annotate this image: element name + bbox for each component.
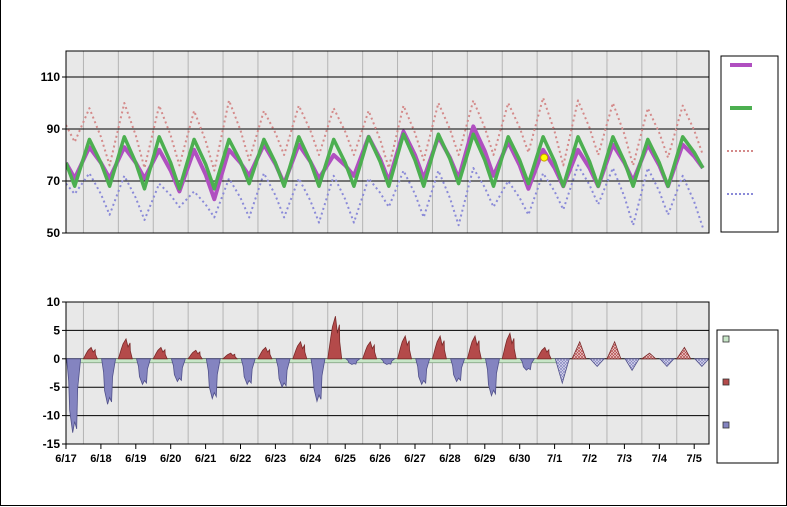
y-tick-label: 110 (41, 70, 61, 84)
legend-swatch-2 (723, 379, 729, 385)
x-tick-label: 6/28 (439, 453, 460, 465)
y-tick-label: 70 (47, 174, 61, 188)
x-tick-label: 6/24 (300, 453, 322, 465)
y-tick-label: 10 (47, 295, 61, 309)
x-tick-label: 6/17 (55, 453, 76, 465)
temperature-legend (721, 56, 778, 232)
legend-swatch-1 (723, 336, 729, 342)
current-reading-marker (541, 154, 548, 161)
x-tick-label: 6/29 (474, 453, 495, 465)
x-tick-label: 6/20 (160, 453, 181, 465)
x-tick-label: 7/5 (687, 453, 702, 465)
x-tick-label: 6/22 (230, 453, 251, 465)
x-tick-label: 7/2 (582, 453, 597, 465)
y-tick-label: 50 (47, 226, 61, 240)
temperature-plot: 50 70 90 110 (41, 51, 709, 240)
x-tick-label: 7/1 (547, 453, 562, 465)
x-tick-label: 6/19 (125, 453, 146, 465)
y-tick-label: -10 (43, 409, 61, 423)
departure-plot: -15 -10 -5 0 5 10 6/17 6/18 6/19 6/20 6/21 6/22 6/2… (43, 295, 726, 465)
x-tick-label: 6/26 (369, 453, 390, 465)
legend-swatch-3 (723, 422, 729, 428)
x-tick-label: 6/23 (265, 453, 286, 465)
x-tick-label: 6/21 (195, 453, 216, 465)
departure-plot-area (66, 302, 709, 444)
date-x-axis-ticks: 6/17 6/18 6/19 6/20 6/21 6/22 6/23 6/24 6/25 6/26… (55, 444, 702, 465)
x-tick-label: 6/25 (334, 453, 355, 465)
x-tick-label: 7/4 (652, 453, 668, 465)
y-tick-label: 5 (53, 323, 60, 337)
y-tick-label: 90 (47, 122, 61, 136)
x-tick-label: 6/30 (509, 453, 530, 465)
x-tick-label: 6/27 (404, 453, 425, 465)
weather-chart-figure: 507090110 -15-10-50510 6/176/186/196/206… (0, 0, 787, 507)
departure-legend (717, 330, 778, 463)
y-tick-label: 0 (53, 352, 60, 366)
y-tick-label: -5 (49, 380, 60, 394)
departure-y-axis-ticks: -15 -10 -5 0 5 10 (43, 295, 66, 451)
temperature-y-axis-ticks: 50 70 90 110 (41, 70, 66, 240)
x-tick-label: 6/18 (90, 453, 111, 465)
x-tick-label: 7/3 (617, 453, 632, 465)
y-tick-label: -15 (43, 437, 61, 451)
